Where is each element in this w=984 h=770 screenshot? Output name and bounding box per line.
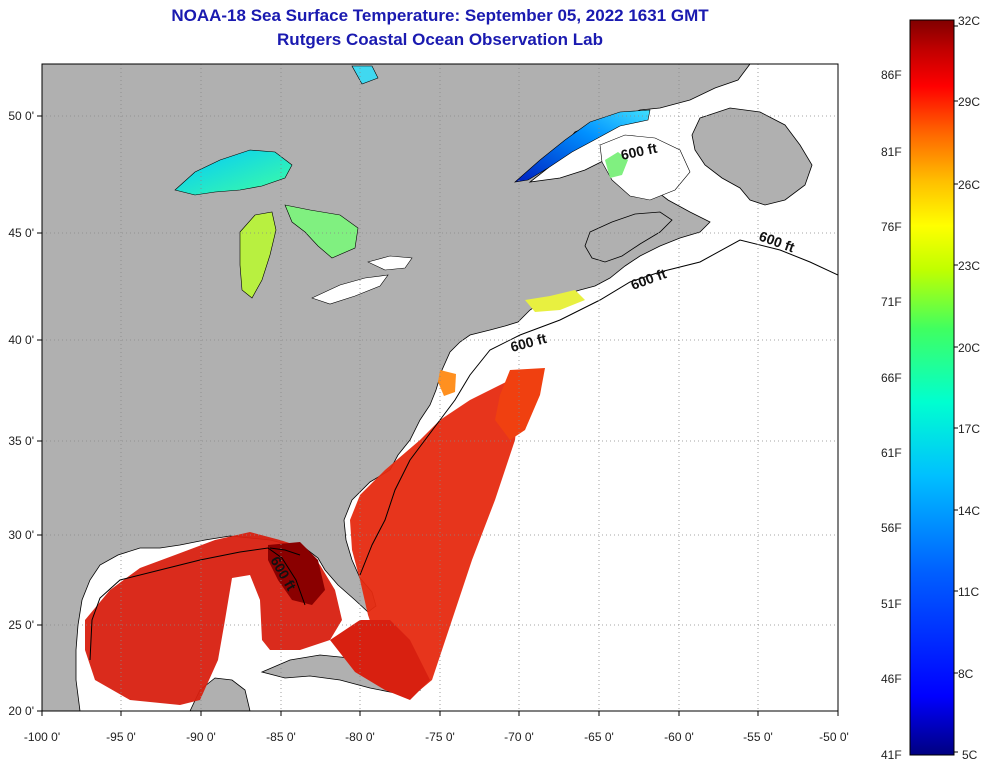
sst-caribbean [330,620,430,700]
colorbar-f-label: 41F [881,748,902,762]
colorbar [909,19,955,756]
colorbar-f-label: 56F [881,521,902,535]
lon-label: -90 0' [186,730,216,744]
map-title: NOAA-18 Sea Surface Temperature: Septemb… [171,6,709,25]
lake-ontario [367,255,413,271]
lon-label: -60 0' [664,730,694,744]
lake-superior [174,149,293,196]
lat-label: 25 0' [8,618,34,632]
sst-midatlantic-orange [438,370,456,396]
lon-label: -80 0' [345,730,375,744]
colorbar-f-label: 61F [881,446,902,460]
st-lawrence-sst [514,109,651,183]
lon-label: -50 0' [819,730,849,744]
colorbar-c-label: 14C [958,504,981,518]
colorbar-c-label: 32C [958,14,981,28]
colorbar-c-label: 29C [958,95,981,109]
sst-atlantic-warm-north [495,368,545,440]
lat-label: 20 0' [8,704,34,718]
contour-label-1: 600 ft [619,140,658,163]
colorbar-f-label: 46F [881,672,902,686]
lon-label: -65 0' [584,730,614,744]
colorbar-f-label: 66F [881,371,902,385]
colorbar-f-label: 51F [881,597,902,611]
colorbar-c-label: 11C [958,585,980,599]
axis-ticks [37,115,839,716]
colorbar-c-label: 20C [958,341,981,355]
map-subtitle: Rutgers Coastal Ocean Observation Lab [277,30,603,49]
land-newfoundland [691,107,813,206]
lat-label: 35 0' [8,434,34,448]
colorbar-c-label: 17C [958,422,981,436]
colorbar-c-label: 23C [958,259,981,273]
lat-label: 40 0' [8,333,34,347]
lon-label: -75 0' [425,730,455,744]
colorbar-c-label: 8C [958,667,974,681]
lon-label: -70 0' [504,730,534,744]
lat-label: 50 0' [8,109,34,123]
graticule [42,64,838,711]
lake-michigan [239,211,277,299]
lake-huron [284,204,359,259]
colorbar-ticks [954,25,958,753]
colorbar-c-label: 5C [962,748,978,762]
colorbar-f-label: 81F [881,145,902,159]
lake-erie [311,274,389,305]
gulf-stlawrence-cool-patch [605,152,628,178]
hudson-bay-edge [351,65,379,85]
colorbar-c-label: 26C [958,178,981,192]
lon-label: -100 0' [24,730,60,744]
lon-label: -85 0' [266,730,296,744]
lon-label: -55 0' [743,730,773,744]
gulf-st-lawrence [599,134,691,201]
sst-gulf-maine-yellow [525,290,585,312]
colorbar-f-label: 76F [881,220,902,234]
lat-label: 30 0' [8,528,34,542]
land-nova-scotia [584,211,673,263]
land-north-america [42,64,751,711]
lon-label: -95 0' [106,730,136,744]
colorbar-f-label: 86F [881,68,902,82]
lat-label: 45 0' [8,226,34,240]
contour-600ft-atlantic [269,239,838,576]
colorbar-f-label: 71F [881,295,902,309]
contour-600ft-gulf [89,547,306,661]
